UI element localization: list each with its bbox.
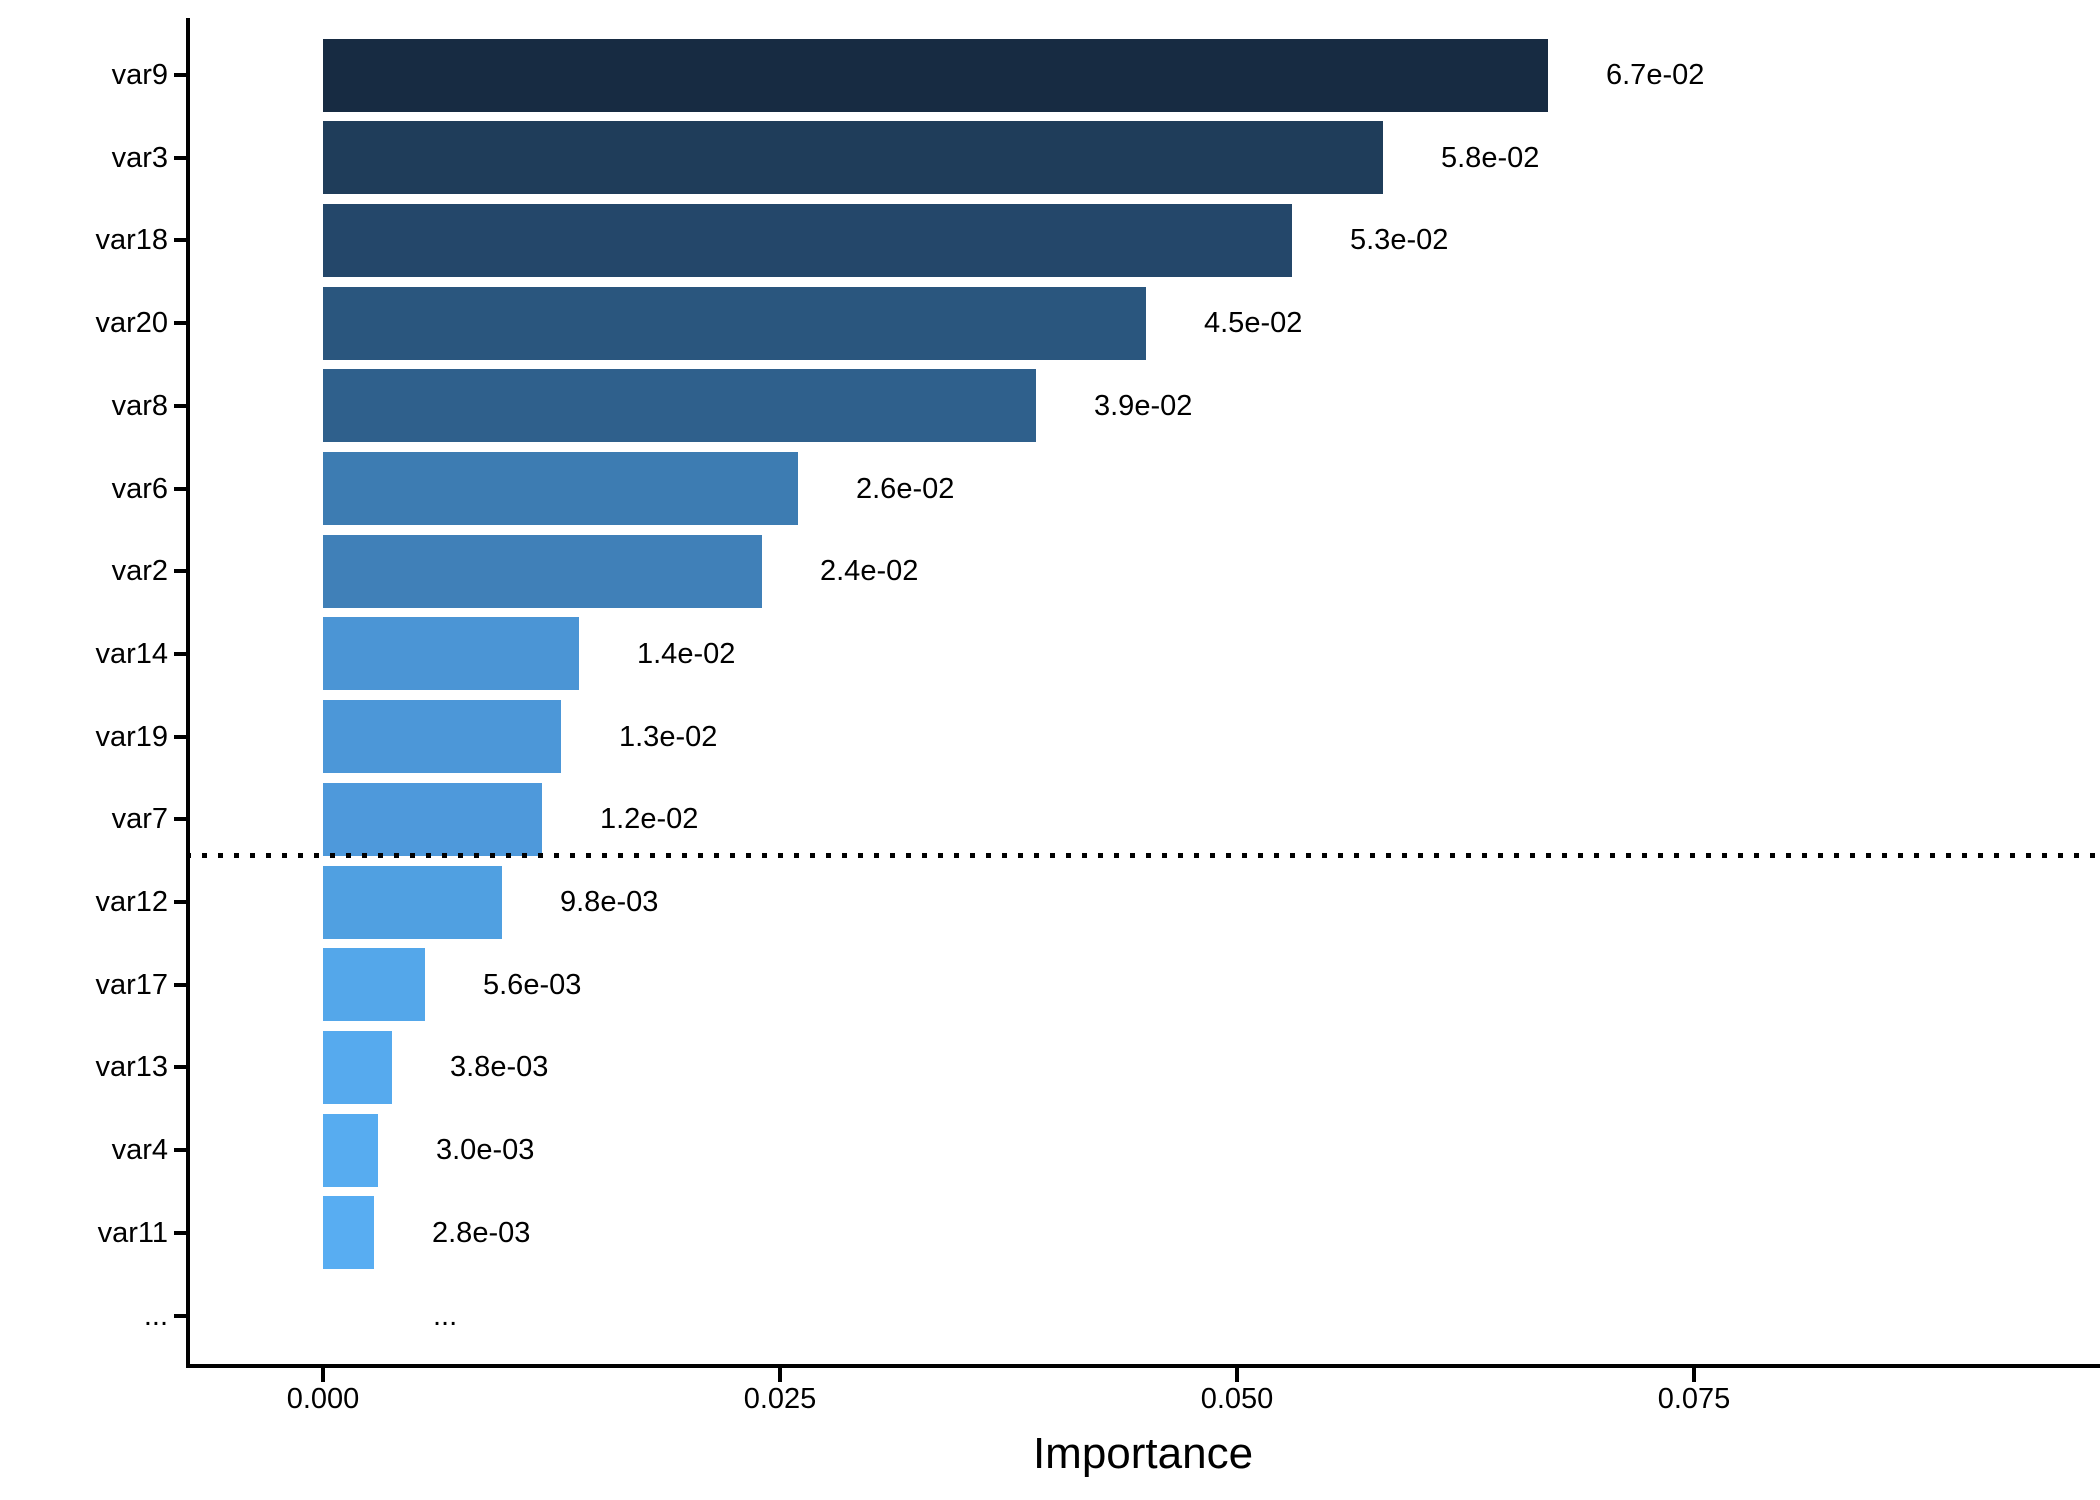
y-axis-tick bbox=[174, 73, 187, 77]
bar-var17 bbox=[323, 948, 425, 1022]
bar-var9 bbox=[323, 38, 1548, 112]
x-axis-tick-label-0.075: 0.075 bbox=[1657, 1383, 1731, 1415]
y-axis-tick bbox=[174, 486, 187, 491]
bar-var8 bbox=[323, 369, 1036, 443]
x-axis-tick-label-0.000: 0.000 bbox=[286, 1383, 360, 1415]
y-axis-label-var9: var9 bbox=[111, 59, 168, 91]
y-axis-label-var8: var8 bbox=[111, 389, 168, 422]
x-axis-line bbox=[186, 1364, 2100, 1368]
value-label-var6: 2.6e-02 bbox=[856, 472, 955, 505]
value-label-var19: 1.3e-02 bbox=[619, 720, 718, 753]
y-axis-tick bbox=[174, 238, 187, 243]
x-axis-title: Importance bbox=[1032, 1429, 1254, 1478]
y-axis-label-var3: var3 bbox=[111, 141, 168, 174]
bar-var18 bbox=[323, 203, 1292, 277]
y-axis-label-var17: var17 bbox=[95, 968, 168, 1001]
x-axis-tick-0.075 bbox=[1692, 1368, 1696, 1382]
plot-ellipsis: ... bbox=[433, 1299, 458, 1332]
y-axis-label-var2: var2 bbox=[111, 555, 168, 588]
y-axis-tick bbox=[174, 1148, 187, 1153]
y-axis-tick bbox=[174, 817, 187, 822]
bar-var14 bbox=[323, 617, 579, 691]
value-label-var14: 1.4e-02 bbox=[637, 637, 736, 670]
y-axis-label-var14: var14 bbox=[95, 637, 168, 670]
bar-var7 bbox=[323, 782, 542, 856]
bar-var11 bbox=[323, 1196, 374, 1270]
value-label-var11: 2.8e-03 bbox=[432, 1216, 531, 1249]
y-axis-label-var12: var12 bbox=[95, 886, 168, 918]
value-label-var13: 3.8e-03 bbox=[450, 1051, 549, 1084]
x-axis-tick-0.025 bbox=[778, 1368, 782, 1382]
y-axis-label-ellipsis: ... bbox=[143, 1299, 168, 1332]
bar-var12 bbox=[323, 865, 502, 939]
y-axis-tick bbox=[174, 321, 187, 326]
x-axis-tick-0.000 bbox=[321, 1368, 325, 1382]
threshold-dotted-line bbox=[186, 853, 2100, 858]
y-axis-tick bbox=[174, 982, 187, 987]
value-label-var4: 3.0e-03 bbox=[436, 1134, 535, 1167]
bar-var19 bbox=[323, 700, 561, 774]
y-axis-label-var13: var13 bbox=[95, 1051, 168, 1084]
y-axis-label-var19: var19 bbox=[95, 720, 168, 753]
bar-var6 bbox=[323, 452, 798, 525]
value-label-var2: 2.4e-02 bbox=[820, 555, 919, 588]
x-axis-tick-label-0.025: 0.025 bbox=[743, 1383, 817, 1415]
bar-var13 bbox=[323, 1030, 392, 1104]
bar-var3 bbox=[323, 121, 1383, 195]
y-axis-tick bbox=[174, 734, 187, 739]
y-axis-label-var7: var7 bbox=[111, 803, 168, 836]
value-label-var18: 5.3e-02 bbox=[1350, 224, 1449, 257]
y-axis-tick bbox=[174, 1230, 187, 1235]
bar-var20 bbox=[323, 286, 1146, 360]
value-label-var17: 5.6e-03 bbox=[483, 968, 582, 1001]
x-axis-tick-label-0.050: 0.050 bbox=[1200, 1383, 1274, 1415]
value-label-var3: 5.8e-02 bbox=[1441, 141, 1540, 174]
value-label-var12: 9.8e-03 bbox=[560, 886, 659, 918]
y-axis-tick bbox=[174, 651, 187, 656]
y-axis-label-var20: var20 bbox=[95, 307, 168, 340]
y-axis-tick bbox=[174, 403, 187, 408]
y-axis-tick bbox=[174, 1065, 187, 1070]
y-axis-tick bbox=[174, 900, 187, 904]
value-label-var20: 4.5e-02 bbox=[1204, 307, 1303, 340]
y-axis-label-var18: var18 bbox=[95, 224, 168, 257]
value-label-var9: 6.7e-02 bbox=[1606, 59, 1705, 91]
y-axis-label-var11: var11 bbox=[97, 1216, 168, 1249]
y-axis-tick bbox=[174, 1313, 187, 1318]
y-axis-tick bbox=[174, 569, 187, 574]
value-label-var8: 3.9e-02 bbox=[1094, 389, 1193, 422]
y-axis-line bbox=[186, 18, 190, 1368]
y-axis-tick bbox=[174, 155, 187, 160]
bar-var4 bbox=[323, 1113, 378, 1187]
x-axis-tick-0.050 bbox=[1235, 1368, 1239, 1382]
y-axis-label-var6: var6 bbox=[111, 472, 168, 505]
bar-var2 bbox=[323, 534, 762, 608]
y-axis-label-var4: var4 bbox=[111, 1134, 168, 1167]
value-label-var7: 1.2e-02 bbox=[600, 803, 699, 836]
